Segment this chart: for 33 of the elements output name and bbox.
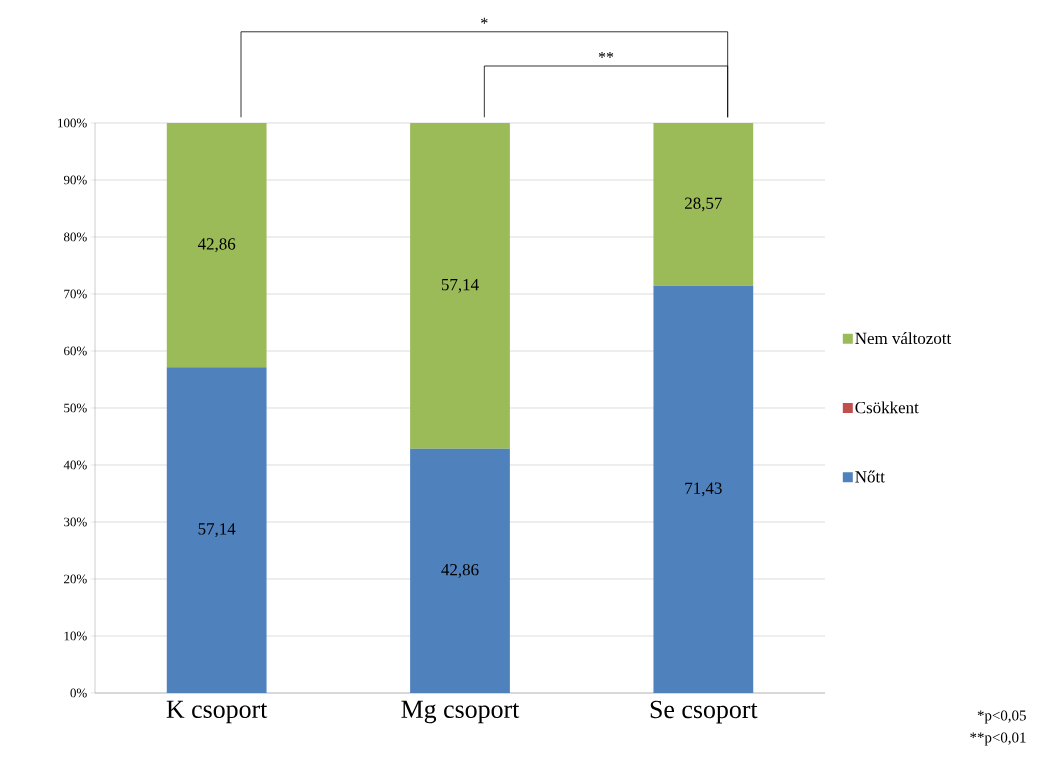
data-label: 71,43	[685, 482, 722, 497]
y-tick-label: 80%	[63, 232, 87, 242]
y-tick-label: 40%	[63, 460, 87, 470]
y-tick-label: 30%	[64, 517, 87, 527]
y-tick-label: 100%	[58, 118, 87, 128]
data-label: 57,14	[198, 523, 236, 538]
data-label: 57,14	[441, 278, 479, 293]
y-tick-label: 70%	[64, 289, 87, 299]
y-tick-label: 50%	[64, 403, 87, 413]
text: *p<0,05	[977, 710, 1026, 724]
x-tick-label: Se csoport	[650, 700, 758, 724]
legend-label: Csökkent	[855, 401, 919, 414]
data-label: 42,86	[441, 563, 479, 578]
y-tick-label: 0%	[70, 688, 87, 698]
y-tick-label: 10%	[64, 631, 87, 641]
bar	[653, 122, 754, 286]
bar	[653, 285, 754, 693]
x-tick-label: K csoport	[166, 700, 268, 724]
bar	[410, 122, 510, 449]
text: **	[598, 52, 614, 58]
x-tick-label: Mg csoport	[401, 700, 520, 724]
data-label: 28,57	[685, 197, 722, 212]
bar	[410, 448, 510, 693]
y-tick-label: 20%	[64, 574, 87, 584]
data-label: 42,86	[197, 238, 236, 253]
y-tick-label: 60%	[64, 346, 87, 356]
text: *	[481, 17, 488, 24]
y-tick-label: 90%	[63, 175, 87, 185]
legend-label: Nőtt	[855, 470, 885, 483]
bar	[166, 367, 267, 693]
legend-label: Nem változott	[855, 332, 952, 345]
bar	[166, 122, 267, 368]
text: **p<0,01	[970, 732, 1026, 746]
